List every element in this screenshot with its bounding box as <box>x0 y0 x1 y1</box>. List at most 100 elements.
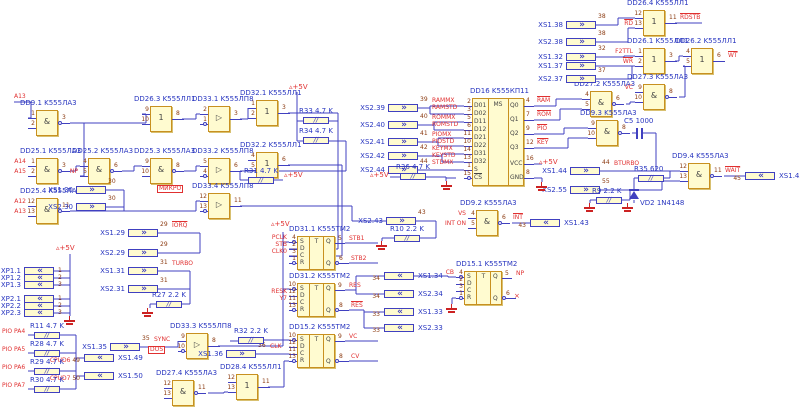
connector-name: XP1.1 <box>0 267 21 275</box>
pin-number: 1 <box>31 158 35 165</box>
connector-XP1.3[interactable]: « XP1.3 3 <box>1 280 62 289</box>
gate-DD27.4[interactable]: DD27.4 K555ЛА3 & 12 13 11 <box>156 370 217 406</box>
connector-XS1.33[interactable]: « XS1.33 33 <box>372 307 442 318</box>
pin-number: 4 <box>459 269 463 276</box>
resistor-R32[interactable]: R32 2.2 K ∕∕ <box>234 328 268 344</box>
connector-XS1.44[interactable]: » XS1.44 44 BTURBO <box>542 160 639 176</box>
gate-DD9.2[interactable]: DD9.2 K555ЛА3 & 4 VS 5 INT ON 6 INT <box>445 200 523 236</box>
connector-XS1.49[interactable]: « XS1.49 CPUD6 49 <box>50 353 143 364</box>
connector-XS1.38[interactable]: » XS1.38 38 <box>538 14 606 29</box>
connector-XS1.43[interactable]: « XS1.43 43 <box>518 218 588 229</box>
connector-XS1.45[interactable]: « XS1.45 45 <box>733 171 800 182</box>
pin-wire-stub <box>524 164 534 165</box>
gate-DD32.2[interactable]: DD32.2 K555ЛЛ1 1 4 5 6 <box>240 142 302 178</box>
gate-DD28.4[interactable]: DD28.4 K555ЛЛ1 1 12 13 11 <box>220 364 282 400</box>
pin-number: 5 <box>83 168 87 175</box>
connector-XS2.40[interactable]: » XS2.40 40 ROMMX ROMSTD <box>360 114 458 129</box>
resistor-R10[interactable]: R10 2.2 K ∕∕ <box>390 226 424 242</box>
mux-DD16[interactable]: DD16 K555КП11 MS D01 2 D02 3 D11 5 D12 6 D21 11 D22 1… <box>463 88 551 186</box>
resistor-R27[interactable]: R27 2.2 K ∕∕ <box>152 292 186 308</box>
resistor-R11[interactable]: R11 4.7 K ∕∕ <box>30 323 64 339</box>
signal-label: STDMX <box>432 159 454 166</box>
resistor-R36[interactable]: R36 4.7 K ∕∕ <box>396 164 430 180</box>
signal-label: WT <box>728 52 738 59</box>
connector-XS2.43[interactable]: » XS2.43 43 <box>358 210 426 225</box>
ground-bar <box>448 311 455 313</box>
ground-pin <box>69 316 70 320</box>
connector-XS1.36[interactable]: » XS1.36 36 CLK <box>198 343 281 358</box>
resistor-R35[interactable]: R35 620 ∕∕ <box>634 166 664 182</box>
wire-number: 40 <box>420 113 428 120</box>
gate-DD25.3[interactable]: DD25.3 K555ЛА3 & 9 10 8 <box>134 148 195 184</box>
connector-XS2.41[interactable]: » XS2.41 41 PIOMX PIOSTD <box>360 131 454 146</box>
flipflop-DD15.1[interactable]: DD15.1 K555ТМ2 T Q Q S 4 CB D 2 C 3 R 1 5 NP 6 <box>446 261 524 305</box>
gate-DD33.1[interactable]: DD33.1 K555ЛП8 ▷ 2 1 3 <box>192 96 254 132</box>
signal-label: STB <box>275 241 287 248</box>
connector-XS2.38[interactable]: » XS2.38 38 <box>538 31 606 46</box>
gate-DD33.2[interactable]: DD33.2 K555ЛП8 ▷ 5 4 6 <box>192 148 254 184</box>
inversion-bubble <box>335 359 339 363</box>
gate-DD26.3[interactable]: DD26.3 K555ЛЛ1 1 9 10 8 <box>134 96 196 132</box>
gate-symbol: & <box>43 165 51 174</box>
signal-label: F2TTL <box>615 48 633 55</box>
signal-label: RD <box>624 20 633 27</box>
gate-DD9.3[interactable]: DD9.3 K555ЛА3 & 9 10 8 <box>580 110 637 146</box>
resistor-R34[interactable]: R34 4.7 K ∕∕ <box>299 128 333 144</box>
connector-XP2.3[interactable]: « XP2.3 3 <box>1 308 62 317</box>
inversion-bubble <box>710 174 714 178</box>
connector-XS1.32[interactable]: » XS1.32 32 <box>538 46 606 61</box>
flipflop-DD15.2[interactable]: DD15.2 K555ТМ2 T Q Q S 10 D 12 C 11 R 13 9 VC 8 CV <box>288 324 359 368</box>
connector-XS2.31[interactable]: » XS2.31 31 <box>100 278 168 293</box>
resistor-R9[interactable]: R9 2.2 K ∕∕ <box>592 188 622 204</box>
gate-DD27.2[interactable]: DD27.2 K555ЛА3 & 4 5 6 <box>574 81 635 117</box>
connector-XS2.42[interactable]: » XS2.42 42 KEYMX KEYSTD <box>360 145 455 160</box>
chip-body <box>691 48 713 74</box>
connector-XS2.33[interactable]: « XS2.33 33 <box>372 323 442 334</box>
gate-DD33.4[interactable]: DD33.4 K555ЛП8 ▷ 12 13 11 <box>192 183 254 219</box>
flipflop-DD31.1[interactable]: DD31.1 K555ТМ2 T Q Q S 4 PCLK D 2 STB C 3 CLK0 R 1 5 STB… <box>272 226 366 270</box>
gate-DD26.4[interactable]: DD26.4 K555ЛЛ1 1 12 13 RD 11 RDSTB <box>624 0 700 36</box>
connector-XS1.30[interactable]: » XS1.30 30 <box>48 179 116 194</box>
gate-DD25.1[interactable]: DD25.1 K555ЛА3 & 1 A14 2 A15 3 <box>14 148 81 184</box>
connector-XS2.39[interactable]: » XS2.39 39 RAMMX RAMSTD <box>360 97 457 112</box>
connector-XS1.50[interactable]: « XS1.50 CPUD7 50 <box>50 371 143 382</box>
resistor-R30[interactable]: R30 4.7 K ∕∕ <box>30 377 64 393</box>
connector-XS1.31[interactable]: » XS1.31 31 TURBO <box>100 260 193 275</box>
chip-title: DD25.1 K555ЛА3 <box>20 147 82 155</box>
connector-XS2.29[interactable]: » XS2.29 29 <box>100 242 168 257</box>
connector-XS1.29[interactable]: » XS1.29 29 IORQ <box>100 222 187 237</box>
connector-name: XS2.31 <box>100 285 125 293</box>
connector-body: » <box>128 284 158 293</box>
connector-body: » <box>226 349 256 358</box>
chevron-right-icon: » <box>583 165 589 176</box>
inversion-bubble <box>58 209 62 213</box>
gate-DD25.4[interactable]: DD25.4 K555ЛА3 & 12 A12 13 A13 11 <box>14 188 81 224</box>
gate-DD27.3[interactable]: DD27.3 K555ЛА3 & 9 VC 10 8 <box>625 74 688 110</box>
connector-XS1.37[interactable]: » XS1.37 <box>538 60 596 71</box>
resistor-label: R32 2.2 K <box>234 327 268 335</box>
pin-number: 9 <box>181 333 185 340</box>
gate-DD9.1[interactable]: DD9.1 K555ЛА3 & 1 2 3 <box>20 100 77 136</box>
connector-XS1.34[interactable]: « XS1.34 34 <box>372 271 442 282</box>
gate-DD26.1[interactable]: DD26.1 K555ЛЛ1 1 1 F2TTL 2 WR 3 <box>615 38 689 74</box>
flipflop-DD31.2[interactable]: DD31.2 K555ТМ2 T Q Q S 10 D 12 RESK C 11 Y7 R 13 9 RES 8… <box>271 273 363 317</box>
connector-XS2.30[interactable]: » XS2.30 30 <box>48 196 116 211</box>
gate-DD33.3[interactable]: DD33.3 K555ЛП8 ▷ 9 10 8 <box>170 323 232 359</box>
inversion-bubble <box>292 240 296 244</box>
connector-XS2.34[interactable]: « XS2.34 34 <box>372 289 442 300</box>
resistor-R33[interactable]: R33 4.7 K ∕∕ <box>299 108 333 124</box>
chip-body <box>208 193 230 219</box>
connector-XS2.55[interactable]: » XS2.55 55 <box>542 179 610 194</box>
connector-XS2.37[interactable]: » XS2.37 37 <box>538 68 606 83</box>
gate-DD25.2[interactable]: DD25.2 K555ЛА3 & 4 5 NP 6 <box>70 148 133 184</box>
connector-XS1.35[interactable]: » XS1.35 35 SYNC <box>82 336 170 351</box>
pin-wire-stub <box>230 206 242 207</box>
resistor-R29[interactable]: R29 4.7 K ∕∕ <box>30 359 64 375</box>
gate-DD9.4[interactable]: DD9.4 K555ЛА3 & 12 13 11 WAIT <box>672 153 740 189</box>
gate-DD32.1[interactable]: DD32.1 K555ЛЛ1 1 1 2 3 <box>240 90 302 126</box>
chevron-right-icon: » <box>579 60 585 71</box>
q-label: Q <box>326 238 331 245</box>
gate-DD26.2[interactable]: DD26.2 K555ЛЛ1 1 4 5 6 WT <box>675 38 738 74</box>
resistor-R28[interactable]: R28 4.7 K ∕∕ <box>30 341 64 357</box>
resistor-R31[interactable]: R31 4.7 K ∕∕ <box>244 168 278 184</box>
